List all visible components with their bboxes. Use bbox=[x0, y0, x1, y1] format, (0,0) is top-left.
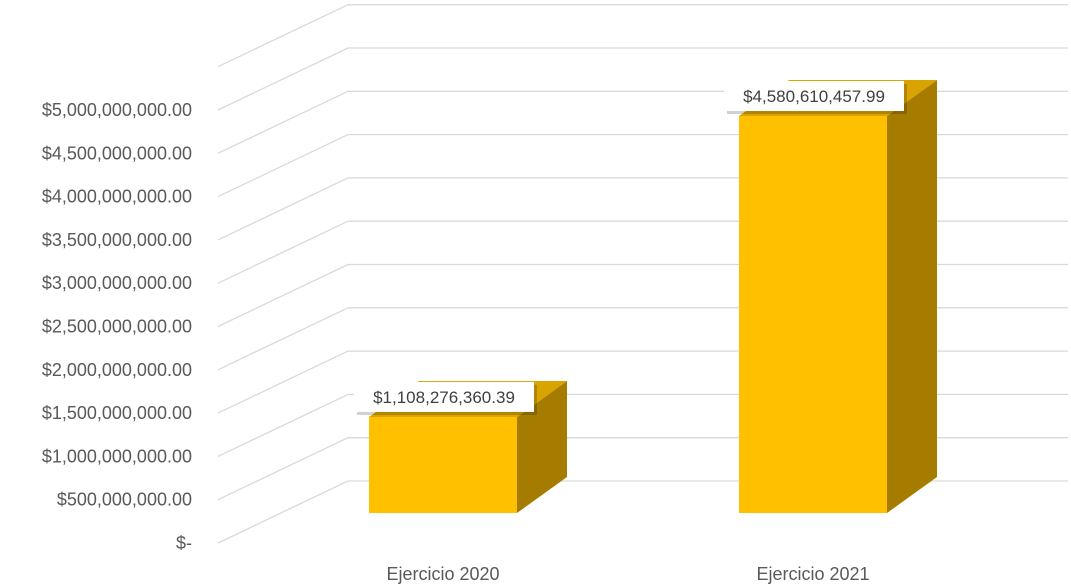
y-tick-label: $3,000,000,000.00 bbox=[42, 273, 192, 293]
y-tick-label: $2,000,000,000.00 bbox=[42, 360, 192, 380]
gridline-side bbox=[217, 4, 349, 68]
x-category-label: Ejercicio 2021 bbox=[756, 564, 869, 584]
gridline-side bbox=[217, 134, 349, 198]
gridline-side bbox=[217, 263, 349, 328]
bar-side bbox=[517, 380, 567, 513]
gridline-side bbox=[217, 90, 349, 154]
y-tick-label: $1,500,000,000.00 bbox=[42, 403, 192, 423]
bar-front bbox=[739, 116, 887, 513]
gridline-side bbox=[217, 393, 349, 457]
gridline-side bbox=[217, 437, 349, 501]
data-label: $1,108,276,360.39 bbox=[373, 388, 515, 407]
y-tick-label: $4,000,000,000.00 bbox=[42, 187, 192, 207]
gridline-side bbox=[217, 220, 349, 284]
y-tick-label: $- bbox=[176, 533, 192, 553]
gridline-side bbox=[217, 350, 349, 414]
gridline-side bbox=[217, 307, 349, 371]
y-axis-ticks: $- $500,000,000.00 $1,000,000,000.00 $1,500… bbox=[42, 100, 192, 553]
y-tick-label: $1,000,000,000.00 bbox=[42, 446, 192, 466]
gridline-side bbox=[217, 177, 349, 241]
y-tick-label: $2,500,000,000.00 bbox=[42, 317, 192, 337]
gridline-side bbox=[217, 480, 349, 544]
y-tick-label: $3,500,000,000.00 bbox=[42, 230, 192, 250]
bar-front bbox=[369, 416, 517, 513]
y-tick-label: $5,000,000,000.00 bbox=[42, 100, 192, 120]
data-label: $4,580,610,457.99 bbox=[743, 87, 885, 106]
gridline-side bbox=[217, 47, 349, 111]
bar-side bbox=[887, 80, 937, 513]
data-labels: $1,108,276,360.39 $4,580,610,457.99 bbox=[354, 81, 907, 415]
data-label-box bbox=[724, 81, 904, 111]
gridlines bbox=[217, 4, 1068, 544]
y-tick-label: $4,500,000,000.00 bbox=[42, 143, 192, 163]
x-category-label: Ejercicio 2020 bbox=[386, 564, 499, 584]
bars bbox=[369, 80, 937, 513]
x-axis-categories: Ejercicio 2020 Ejercicio 2021 bbox=[386, 564, 869, 584]
y-tick-label: $500,000,000.00 bbox=[57, 490, 192, 510]
data-label-box bbox=[354, 381, 534, 412]
